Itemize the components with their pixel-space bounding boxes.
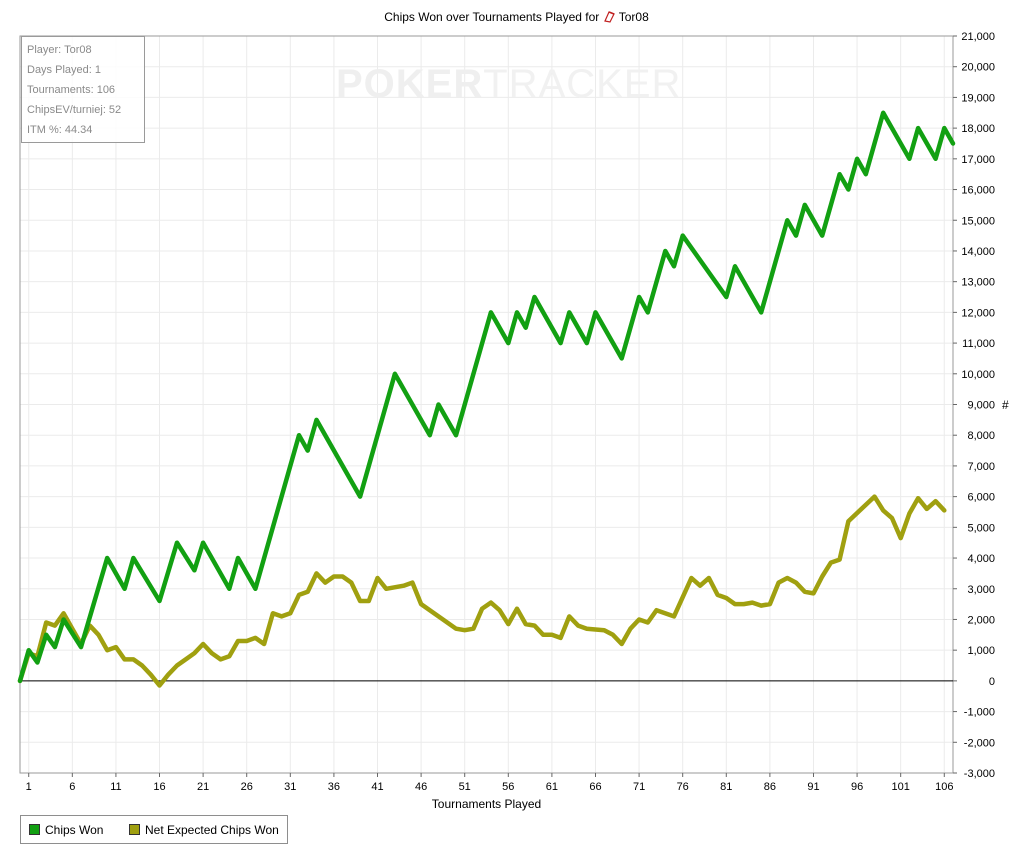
y-tick-label: 2,000 [967,614,995,626]
pokerstars-site-icon [603,10,616,23]
y-tick-label: 0 [989,676,995,688]
x-tick-label: 6 [69,781,75,793]
x-tick-label: 26 [241,781,253,793]
y-axis-label: # [1002,398,1009,412]
y-tick-label: 16,000 [961,185,995,197]
y-tick-label: 15,000 [961,215,995,227]
x-tick-label: 11 [110,781,121,793]
x-tick-label: 21 [197,781,209,793]
legend-item-chips-won[interactable]: Chips Won [29,823,103,837]
stat-days-played: Days Played: 1 [27,64,101,76]
y-tick-label: 7,000 [967,461,995,473]
y-tick-label: 4,000 [967,553,995,565]
x-axis-ticks: 1 6 11 16 21 26 31 36 41 46 51 56 61 66 71 76 81 86 91 96 10… [26,773,953,793]
chart-legend: Chips Won Net Expected Chips Won [20,815,288,844]
chart-title-text: Chips Won over Tournaments Played for [384,10,600,24]
legend-label-chips-won: Chips Won [45,823,104,837]
stat-chips-ev: ChipsEV/turniej: 52 [27,104,122,116]
y-tick-label: 1,000 [967,645,995,657]
x-tick-label: 31 [284,781,296,793]
watermark-text-b: TRACKER [483,62,682,106]
x-tick-label: 51 [459,781,471,793]
player-stats-box: Player: Tor08 Days Played: 1 Tournaments… [21,36,145,143]
x-tick-label: 106 [935,781,953,793]
series-line-net-expected-chips-won [17,494,947,688]
watermark-text-a: POKER [336,62,484,106]
y-tick-label: 3,000 [967,584,995,596]
x-tick-label: 96 [851,781,863,793]
y-tick-label: 17,000 [961,154,995,166]
y-tick-label: 12,000 [961,307,995,319]
x-tick-label: 66 [589,781,601,793]
y-tick-label: 19,000 [961,92,995,104]
x-tick-label: 81 [720,781,732,793]
y-tick-label: -3,000 [964,768,995,780]
y-tick-label: 21,000 [961,31,995,43]
series-line-chips-won [17,110,956,684]
x-tick-label: 56 [502,781,514,793]
legend-label-net-expected: Net Expected Chips Won [145,823,279,837]
y-tick-label: 8,000 [967,430,995,442]
y-tick-label: 20,000 [961,62,995,74]
y-tick-label: 13,000 [961,277,995,289]
y-tick-label: 9,000 [967,400,995,412]
legend-swatch-net-expected [129,824,140,835]
stat-itm: ITM %: 44.34 [27,124,93,136]
x-tick-label: 61 [546,781,558,793]
y-tick-label: -1,000 [964,707,995,719]
legend-swatch-chips-won [29,824,40,835]
x-tick-label: 86 [764,781,776,793]
series-lines [17,110,956,688]
x-tick-label: 16 [153,781,165,793]
x-tick-label: 71 [633,781,645,793]
y-tick-label: 11,000 [962,338,995,350]
x-tick-label: 46 [415,781,427,793]
pokertracker-watermark: POKERTRACKER [336,62,681,107]
x-tick-label: 101 [892,781,910,793]
legend-item-net-expected[interactable]: Net Expected Chips Won [129,823,279,837]
y-axis-ticks: -3,000 -2,000 -1,000 0 1,000 2,000 3,000 4,000 5… [953,31,995,780]
chart-title-player: Tor08 [618,10,649,24]
x-tick-label: 36 [328,781,340,793]
chart-title: Chips Won over Tournaments Played for To… [0,10,1033,24]
stat-player: Player: Tor08 [27,44,92,56]
grid-lines [20,35,953,774]
y-tick-label: 18,000 [961,123,995,135]
x-axis-label: Tournaments Played [431,797,542,811]
x-tick-label: 1 [26,781,32,793]
x-tick-label: 41 [371,781,383,793]
x-tick-label: 91 [807,781,819,793]
y-tick-label: 10,000 [961,369,995,381]
stat-tournaments: Tournaments: 106 [27,84,116,96]
y-tick-label: 6,000 [967,492,995,504]
y-tick-label: 14,000 [961,246,995,258]
y-tick-label: 5,000 [967,522,995,534]
x-tick-label: 76 [677,781,689,793]
y-tick-label: -2,000 [964,737,995,749]
